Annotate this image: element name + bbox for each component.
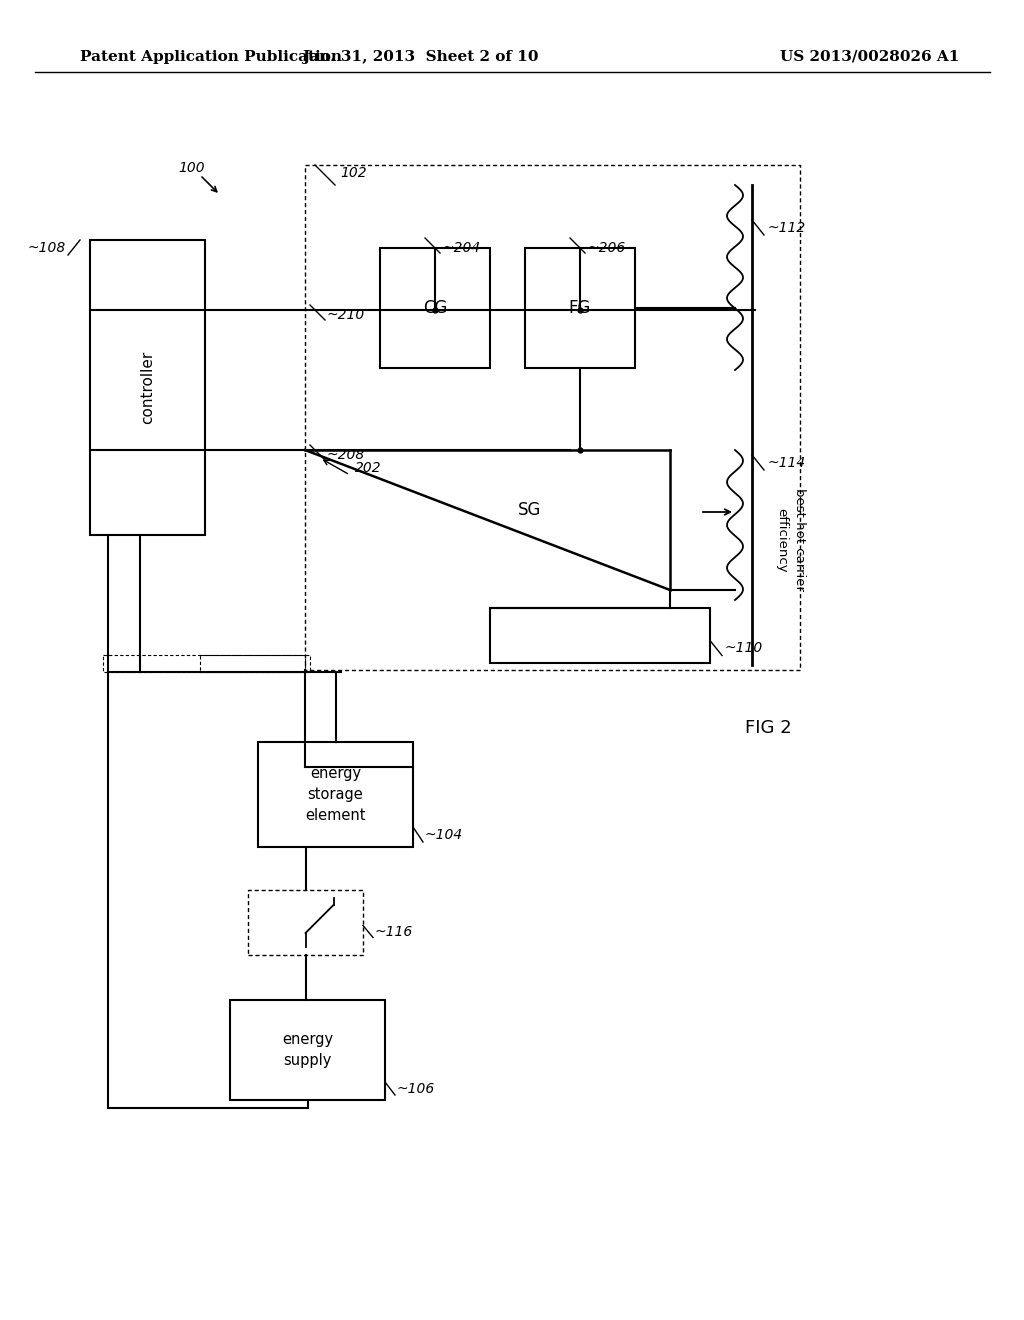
Text: Patent Application Publication: Patent Application Publication (80, 50, 342, 63)
Text: ~106: ~106 (397, 1082, 435, 1096)
Text: CG: CG (423, 300, 447, 317)
Text: ~112: ~112 (768, 220, 806, 235)
Text: FIG 2: FIG 2 (745, 719, 792, 737)
Bar (248, 890, 362, 954)
Text: controller: controller (140, 351, 155, 424)
Bar (525, 248, 635, 368)
Bar (380, 248, 490, 368)
Text: FG: FG (568, 300, 591, 317)
Text: ~204: ~204 (443, 242, 481, 255)
Text: US 2013/0028026 A1: US 2013/0028026 A1 (780, 50, 959, 63)
Text: ~108: ~108 (28, 242, 66, 255)
Text: ~210: ~210 (327, 308, 366, 322)
Text: energy
storage
element: energy storage element (305, 766, 366, 822)
Text: Jan. 31, 2013  Sheet 2 of 10: Jan. 31, 2013 Sheet 2 of 10 (302, 50, 539, 63)
Bar (230, 1001, 385, 1100)
Text: ~104: ~104 (425, 828, 463, 842)
Text: ~110: ~110 (725, 642, 763, 656)
Text: ~114: ~114 (768, 455, 806, 470)
Text: 100: 100 (178, 161, 205, 176)
Text: ~206: ~206 (588, 242, 627, 255)
Text: ~208: ~208 (327, 447, 366, 462)
Text: ~116: ~116 (375, 924, 414, 939)
Text: energy
supply: energy supply (282, 1032, 333, 1068)
Text: best hot carrier
efficiency: best hot carrier efficiency (775, 488, 806, 591)
Bar (258, 742, 413, 847)
Bar (90, 240, 205, 535)
Bar (490, 609, 710, 663)
Text: SG: SG (518, 502, 542, 519)
Text: 102: 102 (340, 166, 367, 180)
Text: 202: 202 (355, 461, 382, 475)
